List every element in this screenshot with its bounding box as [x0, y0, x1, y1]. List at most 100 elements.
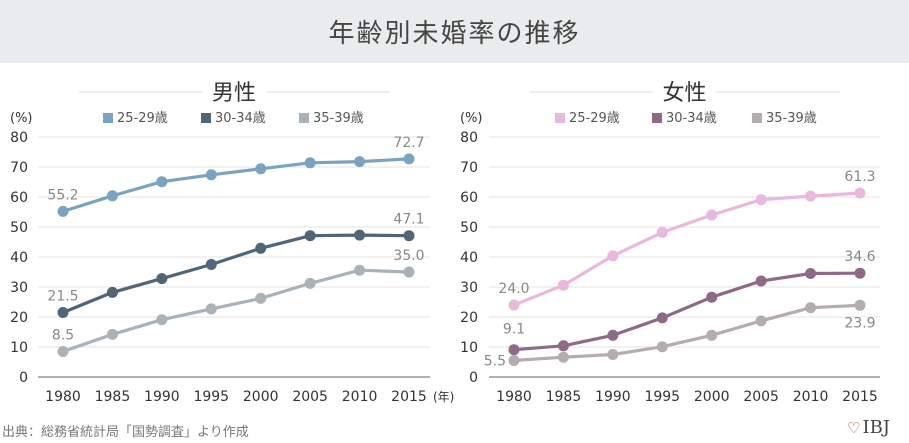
- female-legend-swatch-2: [752, 113, 762, 123]
- female-point-1-4: [706, 291, 718, 303]
- female-ytick-20: 20: [460, 310, 478, 326]
- male-point-1-5: [304, 230, 316, 242]
- male-xtick-2010: 2010: [342, 389, 378, 405]
- male-y-unit-label: (%): [10, 111, 33, 126]
- male-data-label-2-0: 8.5: [52, 328, 74, 344]
- female-series-line-0: [513, 191, 861, 307]
- male-xtick-1980: 1980: [45, 389, 81, 405]
- male-point-1-4: [255, 242, 267, 254]
- female-point-2-1: [557, 351, 569, 363]
- male-point-0-2: [156, 176, 168, 188]
- female-point-0-0: [508, 299, 520, 311]
- female-ytick-60: 60: [460, 190, 478, 206]
- male-point-0-6: [354, 156, 366, 168]
- male-point-0-0: [57, 205, 69, 217]
- female-data-label-2-7: 23.9: [844, 315, 875, 331]
- male-legend-swatch-0: [103, 113, 113, 123]
- female-legend-label-0: 25-29歳: [569, 111, 620, 126]
- female-ytick-40: 40: [460, 250, 478, 266]
- male-x-unit-label: (年): [433, 390, 454, 404]
- male-point-1-0: [57, 307, 69, 318]
- female-point-1-7: [854, 267, 866, 279]
- male-legend-label-0: 25-29歳: [117, 111, 168, 126]
- female-point-2-3: [656, 341, 668, 353]
- male-ytick-60: 60: [10, 190, 28, 206]
- male-ytick-0: 0: [19, 370, 28, 386]
- source-note: 出典：総務省統計局「国勢調査」より作成: [2, 425, 249, 440]
- male-series-line-2: [62, 268, 410, 354]
- male-point-2-4: [255, 292, 267, 304]
- male-point-2-7: [403, 266, 415, 278]
- male-point-1-7: [403, 230, 415, 242]
- page-title: 年齢別未婚率の推移: [328, 19, 581, 49]
- male-point-1-2: [156, 273, 168, 285]
- male-legend-swatch-1: [201, 113, 211, 123]
- female-point-1-5: [755, 275, 767, 287]
- male-data-label-2-7: 35.0: [393, 248, 424, 264]
- female-point-2-4: [706, 329, 718, 341]
- male-point-1-6: [354, 229, 366, 241]
- male-ytick-40: 40: [10, 250, 28, 266]
- female-ytick-50: 50: [460, 220, 478, 236]
- female-point-1-1: [557, 340, 569, 352]
- male-data-label-0-0: 55.2: [47, 187, 78, 203]
- female-point-0-4: [706, 209, 718, 221]
- male-data-label-0-7: 72.7: [393, 135, 424, 151]
- female-point-1-3: [656, 312, 668, 324]
- male-point-2-5: [304, 277, 316, 289]
- female-xtick-2010: 2010: [793, 389, 829, 405]
- male-ytick-20: 20: [10, 310, 28, 326]
- female-point-2-2: [607, 349, 619, 360]
- heart-icon: ♡: [847, 418, 861, 437]
- female-series-line-2: [513, 303, 861, 363]
- male-point-2-0: [57, 346, 69, 357]
- female-data-label-2-0: 5.5: [484, 354, 506, 370]
- female-legend-label-2: 35-39歳: [766, 111, 817, 126]
- female-xtick-1985: 1985: [546, 389, 582, 405]
- male-ytick-30: 30: [10, 280, 28, 296]
- male-point-0-3: [205, 169, 217, 181]
- male-ytick-50: 50: [10, 220, 28, 236]
- female-point-2-7: [854, 299, 866, 311]
- female-xtick-2015: 2015: [842, 389, 878, 405]
- female-xtick-2000: 2000: [694, 389, 730, 405]
- female-point-1-6: [805, 268, 817, 279]
- female-point-2-0: [508, 355, 520, 366]
- female-point-0-1: [557, 279, 569, 291]
- male-point-0-1: [106, 190, 118, 202]
- female-ytick-70: 70: [460, 160, 478, 176]
- male-point-0-7: [403, 153, 415, 165]
- male-series-line-0: [62, 157, 410, 213]
- male-ytick-80: 80: [10, 130, 28, 146]
- female-series-line-1: [513, 271, 861, 352]
- male-point-2-3: [205, 303, 217, 315]
- female-ytick-80: 80: [460, 130, 478, 146]
- male-point-0-4: [255, 163, 267, 175]
- male-legend-label-2: 35-39歳: [313, 111, 364, 126]
- female-point-0-7: [854, 187, 866, 199]
- male-data-label-1-0: 21.5: [47, 289, 78, 305]
- female-xtick-2005: 2005: [743, 389, 779, 405]
- male-panel-title: 男性: [212, 81, 256, 106]
- logo-text: IBJ: [862, 417, 891, 438]
- male-xtick-1995: 1995: [193, 389, 229, 405]
- female-legend-swatch-0: [555, 113, 565, 123]
- female-point-0-3: [656, 226, 668, 238]
- male-legend-swatch-2: [299, 113, 309, 123]
- male-series-line-1: [62, 233, 410, 314]
- male-point-0-5: [304, 157, 316, 169]
- female-data-label-1-0: 9.1: [503, 322, 525, 338]
- female-point-1-2: [607, 329, 619, 341]
- female-ytick-30: 30: [460, 280, 478, 296]
- female-legend-swatch-1: [652, 113, 662, 123]
- female-panel-title: 女性: [662, 81, 706, 106]
- female-point-2-5: [755, 315, 767, 327]
- male-xtick-1990: 1990: [144, 389, 180, 405]
- female-data-label-0-0: 24.0: [498, 281, 529, 297]
- male-xtick-2005: 2005: [292, 389, 328, 405]
- female-data-label-1-7: 34.6: [844, 249, 875, 265]
- female-point-0-5: [755, 194, 767, 206]
- male-xtick-2015: 2015: [391, 389, 427, 405]
- female-legend-label-1: 30-34歳: [666, 111, 717, 126]
- female-data-label-0-7: 61.3: [844, 169, 875, 185]
